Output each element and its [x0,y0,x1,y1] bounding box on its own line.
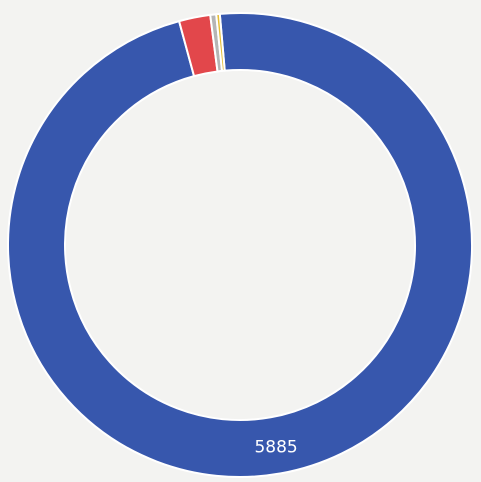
donut-segment [215,12,226,73]
data-label: 5885 [254,437,297,457]
donut-segment [7,12,473,478]
